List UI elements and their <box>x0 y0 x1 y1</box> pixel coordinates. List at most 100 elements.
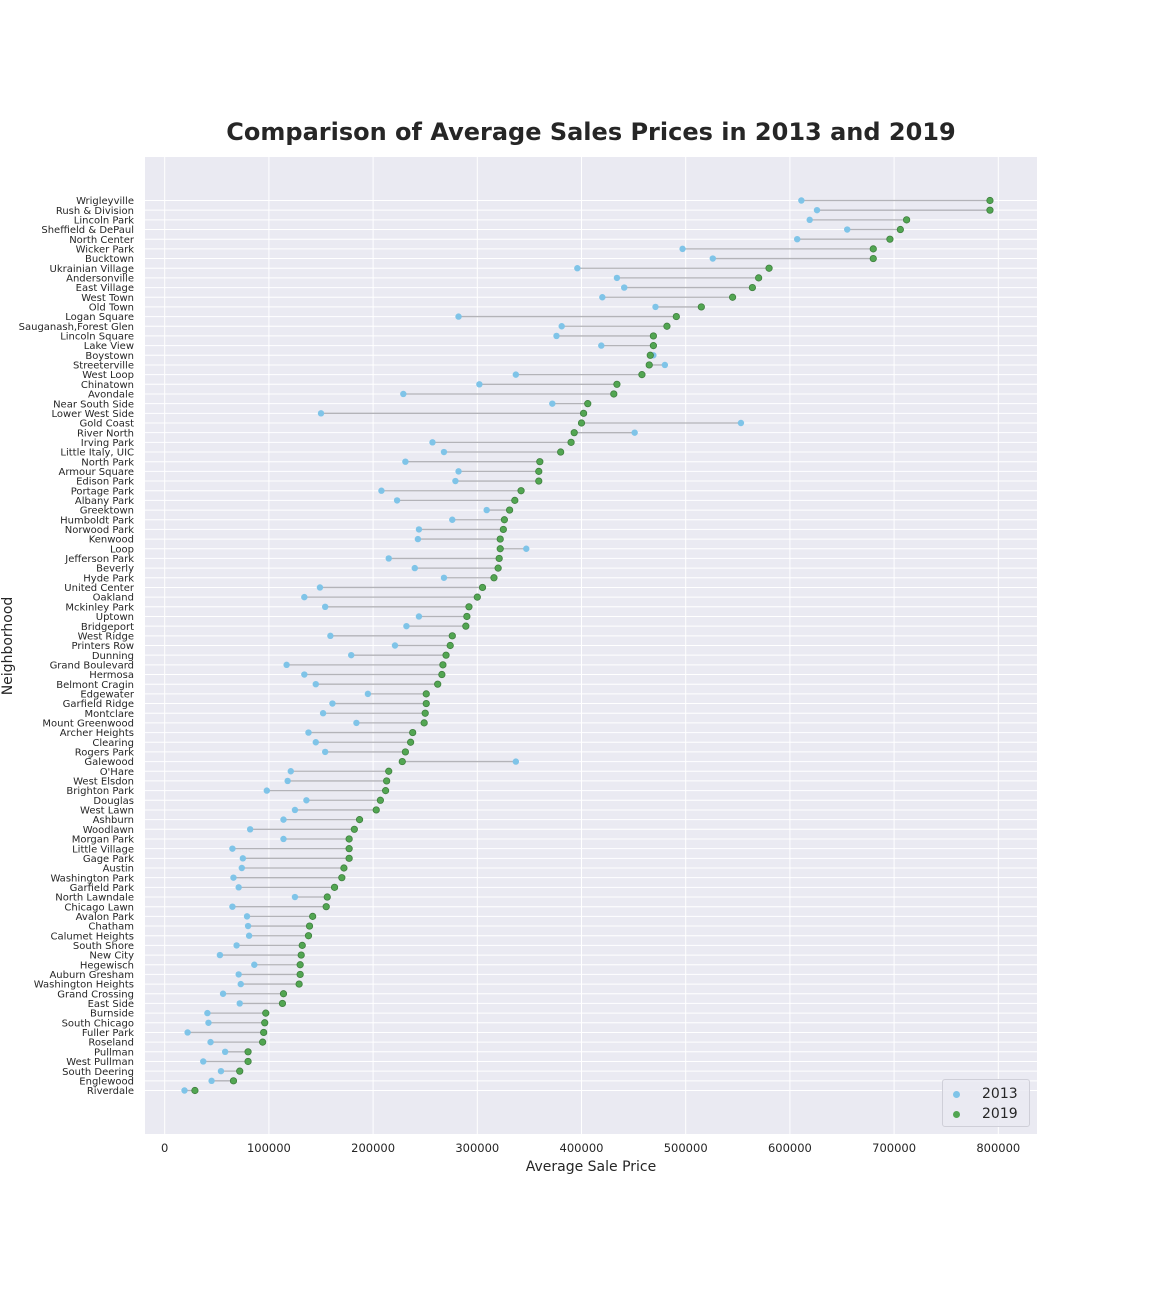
point-2013 <box>348 651 355 659</box>
point-2019 <box>244 1048 252 1056</box>
point-2013 <box>327 632 334 640</box>
y-tick-label: Armour Square <box>59 467 134 478</box>
point-2019 <box>279 990 288 998</box>
point-2019 <box>420 719 428 727</box>
y-tick-label: Lower West Side <box>51 409 134 420</box>
point-2013 <box>283 661 290 669</box>
y-tick-label: Wicker Park <box>76 244 135 255</box>
y-tick-label: Montclare <box>85 709 134 720</box>
x-tick-label: 300000 <box>455 1141 499 1155</box>
point-2013 <box>400 390 407 398</box>
connector-lines <box>184 199 990 1092</box>
point-2013 <box>440 448 448 456</box>
point-2019 <box>323 893 331 901</box>
point-2013 <box>221 1048 229 1056</box>
point-2013 <box>312 680 319 688</box>
y-tick-label: West Ridge <box>78 631 134 642</box>
point-2019 <box>465 603 473 611</box>
y-tick-label: Sauganash,Forest Glen <box>19 322 134 333</box>
y-tick-label: Auburn Gresham <box>49 970 134 981</box>
point-2019 <box>536 458 544 466</box>
y-tick-label: Chatham <box>88 922 134 933</box>
point-2013 <box>415 526 423 533</box>
point-2013 <box>613 274 621 282</box>
point-2019 <box>244 1057 252 1066</box>
point-2013 <box>291 893 299 901</box>
point-2019 <box>494 564 502 572</box>
point-2019 <box>613 380 621 388</box>
point-2019 <box>434 680 442 688</box>
y-tick-label: Gage Park <box>83 854 134 865</box>
point-2013 <box>216 951 224 959</box>
point-2019 <box>401 748 410 756</box>
point-2013 <box>204 1009 211 1017</box>
series-2019-points <box>191 196 994 1095</box>
point-2013 <box>455 313 462 320</box>
y-tick-label: Portage Park <box>71 486 134 497</box>
point-2013 <box>217 1067 225 1075</box>
point-2013 <box>316 584 324 591</box>
point-2013 <box>523 545 530 552</box>
y-tick-label: North Lawndale <box>55 893 134 904</box>
y-tick-label: Bridgeport <box>81 622 134 633</box>
point-2013 <box>321 748 329 756</box>
point-2019 <box>649 342 657 350</box>
point-2019 <box>463 612 471 621</box>
point-2013 <box>319 710 327 717</box>
point-2013 <box>709 255 716 262</box>
y-tick-label: Boystown <box>85 351 134 362</box>
y-tick-label: River North <box>77 428 134 439</box>
point-2019 <box>645 361 653 369</box>
point-2013 <box>599 294 606 301</box>
y-tick-label: Woodlawn <box>83 825 134 836</box>
y-tick-label: Galewood <box>84 757 134 768</box>
y-tick-label: Lincoln Park <box>74 215 134 226</box>
y-tick-label: East Village <box>76 283 134 294</box>
point-2013 <box>229 903 236 910</box>
point-2019 <box>646 351 654 359</box>
point-2019 <box>422 690 430 698</box>
y-tick-label: Ashburn <box>93 815 134 826</box>
point-2019 <box>262 1009 270 1017</box>
point-2013 <box>449 516 456 523</box>
y-tick-label: Dunning <box>92 651 134 662</box>
y-tick-label: Austin <box>103 864 134 875</box>
point-2019 <box>345 854 353 862</box>
point-2013 <box>317 410 325 417</box>
y-tick-label: Avalon Park <box>76 912 135 923</box>
point-2019 <box>570 429 578 437</box>
point-2019 <box>322 903 330 911</box>
y-tick-label: Andersonville <box>66 273 134 284</box>
point-2013 <box>553 332 560 340</box>
point-2019 <box>473 593 481 601</box>
point-2013 <box>798 197 805 204</box>
point-2013 <box>284 777 291 785</box>
point-2019 <box>986 196 994 205</box>
point-2013 <box>793 235 801 243</box>
y-tick-label: Lincoln Square <box>60 332 134 343</box>
point-2013 <box>813 206 821 214</box>
point-2013 <box>236 1000 243 1007</box>
x-axis-label: Average Sale Price <box>526 1159 657 1175</box>
point-2019 <box>296 961 304 969</box>
point-2013 <box>245 932 253 939</box>
y-tick-label: Norwood Park <box>65 525 134 536</box>
y-tick-label: Rogers Park <box>75 748 134 759</box>
point-2013 <box>233 942 240 949</box>
y-tick-label: Printers Row <box>72 641 134 652</box>
point-2019 <box>309 912 317 920</box>
point-2019 <box>260 1028 268 1037</box>
point-2013 <box>402 458 409 465</box>
point-2013 <box>393 497 401 504</box>
point-2013 <box>621 284 628 291</box>
point-2019 <box>579 409 588 417</box>
point-2013 <box>244 922 252 930</box>
point-2019 <box>372 806 380 814</box>
y-tick-label: Burnside <box>90 1009 134 1020</box>
x-tick-label: 0 <box>161 1141 168 1155</box>
y-tick-label: Avondale <box>88 390 134 401</box>
y-tick-label: East Side <box>88 999 134 1010</box>
y-tick-label: Kenwood <box>89 535 134 546</box>
point-2013 <box>598 342 605 349</box>
point-2013 <box>303 797 310 804</box>
